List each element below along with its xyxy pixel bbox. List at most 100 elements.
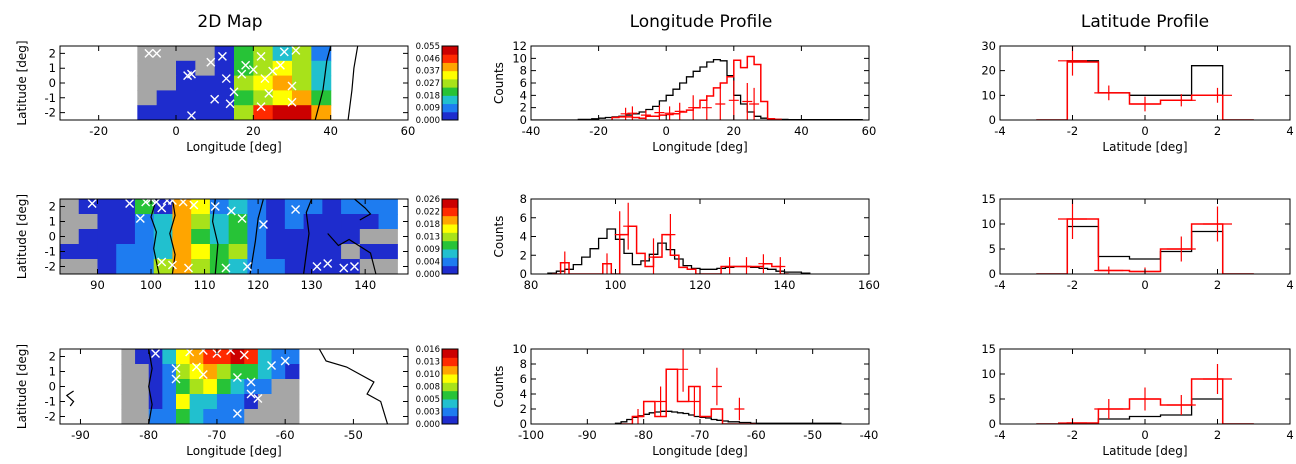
map-cell	[266, 214, 286, 230]
profile-panel-9: -4 -2 0 2 4 0 5 10 15 Latitude [deg]	[981, 342, 1293, 458]
colorbar-segment	[442, 215, 458, 225]
error-bar	[1058, 199, 1087, 239]
x-axis-label: Longitude [deg]	[652, 444, 747, 458]
x-axis-label: Longitude [deg]	[186, 140, 281, 154]
map-cell	[176, 105, 196, 120]
map-cell	[209, 244, 230, 260]
colorbar-tick-label: 0.003	[416, 408, 440, 418]
map-cell	[285, 364, 300, 380]
axis-ticks	[60, 199, 408, 274]
map-cell	[230, 379, 245, 395]
colorbar-segment	[442, 365, 458, 375]
map-cell-no-data	[359, 259, 380, 274]
event-marker	[157, 203, 167, 213]
y-tick-label: -1	[45, 91, 56, 105]
map-cell	[341, 199, 361, 215]
error-bar	[1203, 206, 1232, 242]
x-tick-label: 110	[194, 278, 216, 292]
model-histogram	[531, 58, 863, 120]
event-marker	[206, 57, 216, 67]
event-marker	[189, 200, 199, 210]
y-tick-label: 10	[512, 342, 527, 356]
colorbar-segment	[442, 95, 458, 105]
event-marker	[198, 370, 208, 379]
colorbar-frame	[441, 45, 459, 121]
colorbar-segment	[442, 382, 458, 392]
y-axis-label: Latitude [deg]	[15, 344, 29, 429]
map-cell	[257, 379, 273, 395]
map-cell	[209, 229, 230, 245]
map-cell-no-data	[156, 75, 177, 91]
map-cell	[272, 75, 293, 91]
y-tick-label: 0	[49, 76, 56, 90]
map-cell-no-data	[137, 90, 158, 106]
event-marker	[226, 206, 236, 216]
map-cell-no-data	[60, 259, 80, 274]
observed-histogram	[621, 368, 757, 424]
y-tick-label: 0	[989, 267, 996, 281]
map-cell	[359, 214, 380, 230]
error-bar	[674, 102, 685, 120]
map-cell	[284, 199, 305, 215]
plot-area	[60, 199, 398, 274]
x-tick-label: -60	[747, 428, 766, 442]
colorbar-tick-label: 0.026	[416, 195, 440, 205]
colorbar-tick-label: 0.000	[416, 116, 440, 126]
x-tick-label: 0	[1141, 124, 1148, 138]
plot-area	[1036, 46, 1254, 120]
event-marker	[186, 69, 196, 79]
colorbar-tick-label: 0.009	[416, 104, 440, 114]
event-marker	[171, 374, 181, 384]
y-tick-label: 6	[520, 372, 527, 386]
colorbar-tick-label: 0.046	[416, 54, 440, 64]
x-tick-label: 120	[689, 278, 711, 292]
x-tick-label: 160	[858, 278, 880, 292]
plot-area	[531, 55, 863, 120]
map-cell	[266, 244, 286, 260]
profile-panel-6: -4 -2 0 2 4 0 5 10 15	[981, 192, 1293, 292]
map-cell-no-data	[271, 409, 286, 424]
map-cell-no-data	[341, 244, 361, 260]
map-cell	[60, 244, 80, 260]
map-cell-no-data	[195, 46, 216, 62]
error-bar	[749, 87, 760, 120]
map-cell	[271, 349, 286, 365]
map-cell	[172, 214, 192, 230]
event-marker	[237, 69, 247, 79]
map-cell-no-data	[135, 409, 150, 424]
colorbar-tick-label: 0.004	[416, 258, 440, 268]
map-cell-no-data	[378, 259, 398, 274]
event-marker	[339, 263, 349, 273]
error-bar	[689, 386, 700, 417]
axis-ticks	[530, 348, 870, 425]
coastline-contour	[148, 349, 153, 424]
y-tick-label: 2	[520, 101, 527, 115]
profile-panel-5: 80 100 120 140 160 0 2 4 6 8 Counts	[492, 192, 880, 292]
event-marker	[157, 257, 167, 267]
map-cell-no-data	[137, 60, 158, 77]
map-cell	[153, 229, 174, 245]
x-tick-label: 0	[663, 124, 670, 138]
map-cell	[292, 46, 312, 62]
y-axis-label: Latitude [deg]	[15, 194, 29, 279]
observed-histogram	[1036, 218, 1254, 274]
error-bar	[728, 80, 739, 120]
colorbar-tick-label: 0.010	[416, 370, 440, 380]
y-axis-label: Latitude [deg]	[15, 40, 29, 125]
y-tick-label: -2	[45, 410, 56, 424]
y-axis-label: Counts	[492, 62, 506, 104]
plot-area	[1036, 199, 1254, 274]
map-cell-no-data	[135, 379, 150, 395]
event-marker	[268, 66, 278, 76]
event-marker	[186, 111, 196, 120]
event-marker	[258, 220, 268, 229]
map-cell	[292, 105, 312, 120]
x-tick-label: -80	[634, 428, 653, 442]
error-bar	[665, 214, 676, 256]
colorbar-tick-label: 0.013	[416, 358, 440, 368]
x-tick-label: 140	[354, 278, 376, 292]
x-tick-label: 0	[172, 124, 179, 138]
map-cell	[153, 214, 174, 230]
map-cell	[209, 214, 230, 230]
y-tick-label: 30	[981, 39, 996, 53]
